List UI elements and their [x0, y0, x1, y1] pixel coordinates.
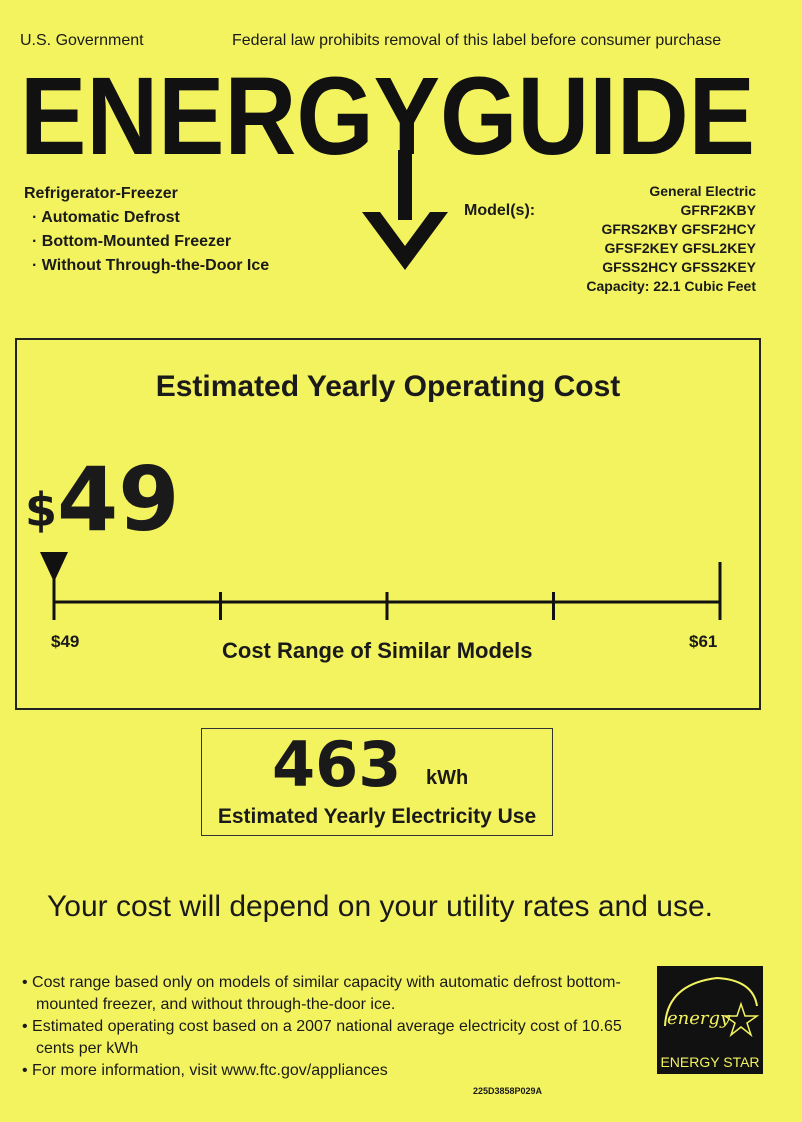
government-label: U.S. Government [20, 32, 144, 49]
cost-title: Estimated Yearly Operating Cost [155, 370, 621, 403]
kwh-value: 463 [272, 728, 402, 801]
label-code: 225D3858P029A [473, 1086, 543, 1096]
model-line: GFSS2HCY GFSS2KEY [602, 259, 756, 275]
energy-star-logo: energy ENERGY STAR [657, 966, 763, 1074]
models-label: Model(s): [464, 202, 536, 219]
down-arrow-icon [362, 150, 448, 270]
note: Estimated operating cost based on a 2007… [32, 1018, 622, 1057]
note-link[interactable]: For more information, visit www.ftc.gov/… [32, 1062, 388, 1079]
operating-cost-box: Estimated Yearly Operating Cost $49 $49 … [15, 338, 761, 710]
tagline: Your cost will depend on your utility ra… [47, 890, 713, 923]
kwh-unit: kWh [426, 767, 469, 789]
feature: Automatic Defrost [41, 209, 180, 226]
feature: Without Through-the-Door Ice [41, 257, 270, 274]
currency-symbol: $ [25, 483, 58, 537]
model-list: General Electric GFRF2KBY GFRS2KBY GFSF2… [586, 182, 756, 296]
cost-value: $49 [25, 452, 179, 548]
cost-amount: 49 [57, 448, 180, 551]
cost-marker [40, 552, 68, 582]
capacity: Capacity: 22.1 Cubic Feet [586, 278, 756, 294]
cost-range-scale [40, 552, 722, 620]
removal-notice: Federal law prohibits removal of this la… [232, 32, 722, 49]
footnotes: • Cost range based only on models of sim… [22, 974, 622, 1079]
appliance-type: Refrigerator-Freezer [24, 185, 178, 202]
energy-star-icon: energy [664, 976, 760, 1038]
range-label: Cost Range of Similar Models [222, 638, 533, 663]
energyguide-logo: ENERGYGUIDE [20, 62, 755, 178]
electricity-label: Estimated Yearly Electricity Use [217, 805, 537, 828]
electricity-use-box: 463 kWh Estimated Yearly Electricity Use [201, 728, 553, 836]
appliance-description: Refrigerator-Freezer · Automatic Defrost… [24, 182, 269, 278]
model-line: GFSF2KEY GFSL2KEY [604, 240, 756, 256]
energy-script: energy [667, 1008, 731, 1029]
note: Cost range based only on models of simil… [32, 974, 621, 1013]
range-min-label: $49 [51, 632, 80, 651]
model-line: GFRF2KBY [680, 202, 756, 218]
logo-text: ENERGYGUIDE [20, 62, 755, 178]
model-line: GFRS2KBY GFSF2HCY [601, 221, 756, 237]
range-max-label: $61 [689, 632, 718, 651]
energy-star-label: ENERGY STAR [660, 1054, 760, 1070]
feature: Bottom-Mounted Freezer [41, 233, 232, 250]
manufacturer: General Electric [649, 183, 756, 199]
